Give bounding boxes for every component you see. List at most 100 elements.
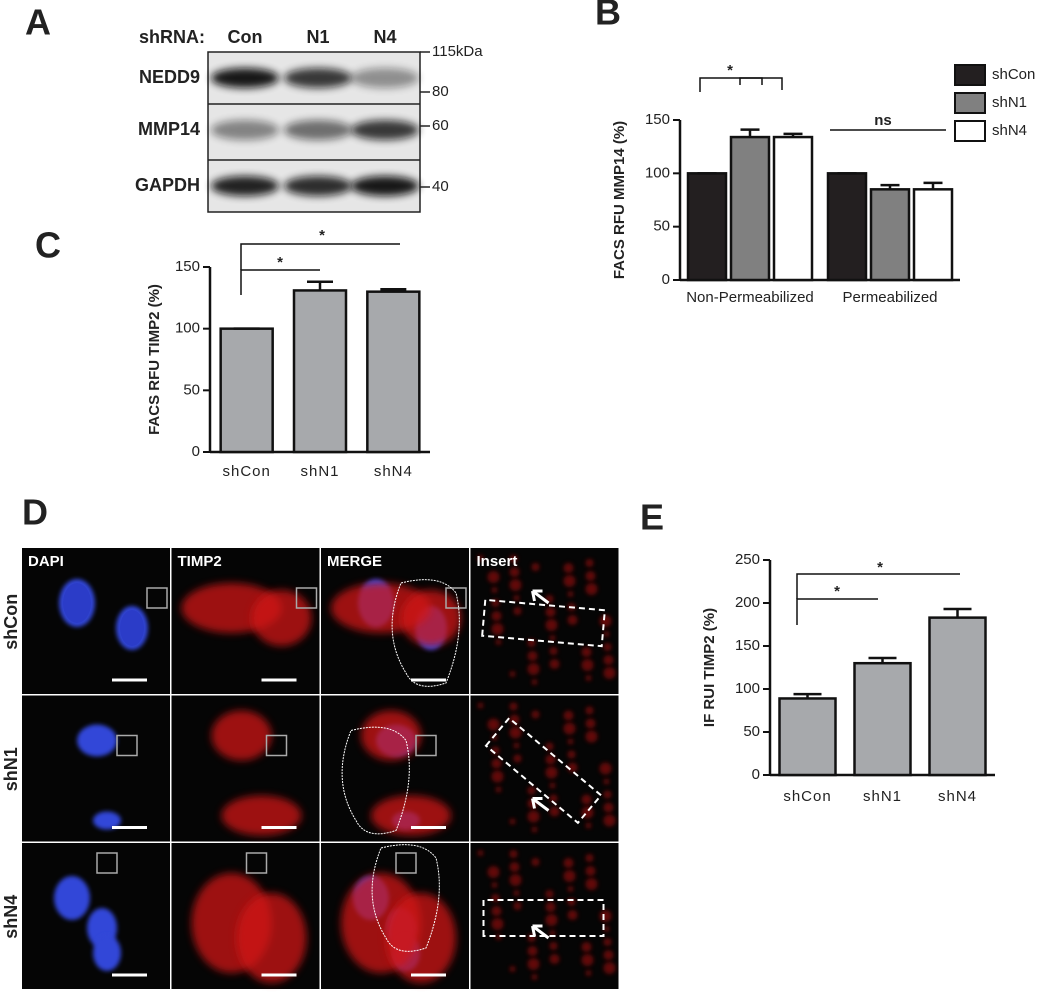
y-tick-label: 200 <box>735 594 760 611</box>
row-label: shRNA: <box>139 27 205 47</box>
nucleus <box>54 876 90 920</box>
insert-speckle <box>549 794 558 803</box>
significance-label: ns <box>874 112 892 129</box>
insert-speckle <box>603 926 610 932</box>
timp2-signal <box>221 795 302 836</box>
insert-speckle <box>549 635 556 641</box>
insert-speckle <box>603 667 616 679</box>
bar <box>219 327 274 454</box>
marker-label: 80 <box>432 83 449 100</box>
error-bar <box>307 280 333 291</box>
error-bar <box>783 132 803 138</box>
insert-speckle <box>491 882 498 888</box>
column-label: MERGE <box>327 553 382 570</box>
insert-speckle <box>585 730 598 743</box>
y-tick-label: 100 <box>645 164 670 181</box>
cell-outline <box>341 726 410 835</box>
x-tick-label: Non-Permeabilized <box>686 289 814 306</box>
x-tick-label: shN1 <box>863 788 902 805</box>
y-tick-label: 250 <box>735 551 760 568</box>
panel-letter: A <box>25 2 51 43</box>
significance-label: * <box>834 583 840 600</box>
cell-outline <box>371 844 440 952</box>
insert-box <box>484 716 603 825</box>
blot-band <box>284 120 352 140</box>
nucleus <box>120 610 144 646</box>
insert-speckle <box>603 655 614 665</box>
insert-speckle <box>527 958 540 970</box>
insert-speckle <box>603 790 612 799</box>
roi-box <box>445 587 467 609</box>
roi-box <box>116 734 138 757</box>
insert-speckle <box>567 591 574 597</box>
legend-label: shCon <box>992 66 1035 83</box>
y-tick-label: 100 <box>735 680 760 697</box>
insert-speckle <box>581 942 592 952</box>
bar <box>729 135 771 282</box>
x-tick-label: shN1 <box>300 463 339 480</box>
insert-speckle <box>567 615 578 625</box>
y-tick-label: 0 <box>752 766 760 783</box>
protein-label: NEDD9 <box>139 67 200 87</box>
timp2-signal <box>361 710 421 761</box>
error-bar <box>923 181 943 190</box>
insert-speckle <box>531 710 540 719</box>
blot-band <box>211 68 279 88</box>
insert-speckle <box>581 954 594 966</box>
nucleus <box>77 724 117 757</box>
cell-outline <box>391 579 460 687</box>
insert-speckle <box>477 555 484 561</box>
insert-speckle <box>509 714 520 725</box>
arrow <box>531 924 550 940</box>
timp2-signal <box>251 590 312 646</box>
marker-label: 115kDa <box>432 43 483 60</box>
insert-speckle <box>585 854 594 862</box>
insert-speckle <box>509 579 522 591</box>
insert-speckle <box>531 858 540 866</box>
insert-speckle <box>563 870 576 882</box>
arrow <box>531 589 550 605</box>
y-tick-label: 0 <box>192 443 200 460</box>
row-label: shCon <box>1 594 21 650</box>
insert-speckle <box>581 647 592 657</box>
insert-speckle <box>491 611 502 621</box>
insert-speckle <box>599 762 612 775</box>
significance-bracket <box>739 77 783 90</box>
y-axis-label: FACS RFU TIMP2 (%) <box>146 284 163 435</box>
error-bar <box>880 183 900 190</box>
insert-speckle <box>509 862 520 872</box>
insert-speckle <box>509 966 516 972</box>
roi-box <box>96 852 118 874</box>
insert-speckle <box>513 902 522 910</box>
protein-label: MMP14 <box>138 119 200 139</box>
micrograph <box>470 695 619 842</box>
error-bar <box>943 607 972 618</box>
insert-speckle <box>563 858 574 868</box>
timp2-signal <box>386 893 456 983</box>
insert-speckle <box>549 647 558 655</box>
insert-speckle <box>509 702 518 711</box>
roi-box <box>415 734 437 757</box>
insert-speckle <box>513 595 520 601</box>
insert-speckle <box>495 786 502 793</box>
insert-speckle <box>585 559 594 567</box>
insert-speckle <box>603 962 616 974</box>
insert-speckle <box>603 778 610 785</box>
y-tick-label: 150 <box>735 637 760 654</box>
x-tick-label: shN4 <box>374 463 413 480</box>
timp2-signal <box>401 590 461 646</box>
insert-speckle <box>603 802 614 813</box>
y-axis-label: FACS RFU MMP14 (%) <box>611 121 628 279</box>
insert-speckle <box>509 726 522 739</box>
insert-speckle <box>487 718 500 731</box>
insert-speckle <box>585 706 594 715</box>
column-label: Insert <box>477 553 518 570</box>
insert-speckle <box>509 567 520 577</box>
panel-letter: E <box>640 497 664 538</box>
insert-speckle <box>509 850 518 858</box>
insert-speckle <box>563 575 576 587</box>
legend-swatch <box>954 64 986 86</box>
micrograph <box>470 843 619 989</box>
insert-speckle <box>531 826 538 833</box>
bar <box>912 188 954 282</box>
